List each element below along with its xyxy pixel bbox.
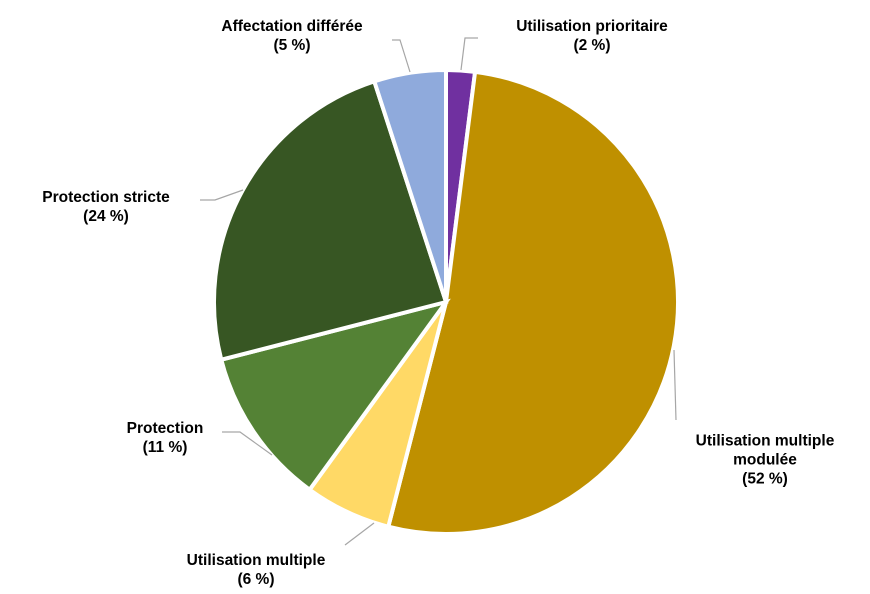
category-label: Utilisation multiple — [186, 552, 326, 569]
slice-label: Affectation différée (5 %) — [221, 17, 362, 55]
slice-label: Utilisation prioritaire (2 %) — [516, 17, 668, 55]
leader-line — [673, 349, 677, 421]
leader-line — [200, 189, 244, 201]
leader-line — [222, 431, 273, 456]
category-label: Utilisation multiple modulée — [695, 432, 835, 469]
pie-slice — [371, 67, 448, 303]
value-label: (6 %) — [237, 571, 275, 588]
value-label: (5 %) — [273, 37, 311, 54]
slice-label: Protection stricte (24 %) — [42, 188, 169, 226]
leader-line — [392, 39, 411, 73]
pie-slice — [218, 298, 451, 493]
slice-label: Utilisation multiple modulée (52 %) — [665, 432, 865, 489]
category-label: Protection stricte — [42, 189, 170, 206]
value-label: (11 %) — [142, 439, 188, 456]
category-label: Utilisation prioritaire — [516, 18, 668, 35]
category-label: Protection — [126, 420, 204, 437]
slice-label: Utilisation multiple (6 %) — [187, 551, 326, 589]
slice-label: Protection (11 %) — [127, 419, 204, 457]
leader-line — [460, 37, 478, 71]
leader-line — [344, 522, 375, 546]
value-label: (2 %) — [573, 37, 611, 54]
category-label: Affectation différée — [221, 18, 363, 35]
value-label: (52 %) — [742, 470, 788, 488]
value-label: (24 %) — [83, 208, 129, 225]
pie-slice — [385, 69, 680, 536]
